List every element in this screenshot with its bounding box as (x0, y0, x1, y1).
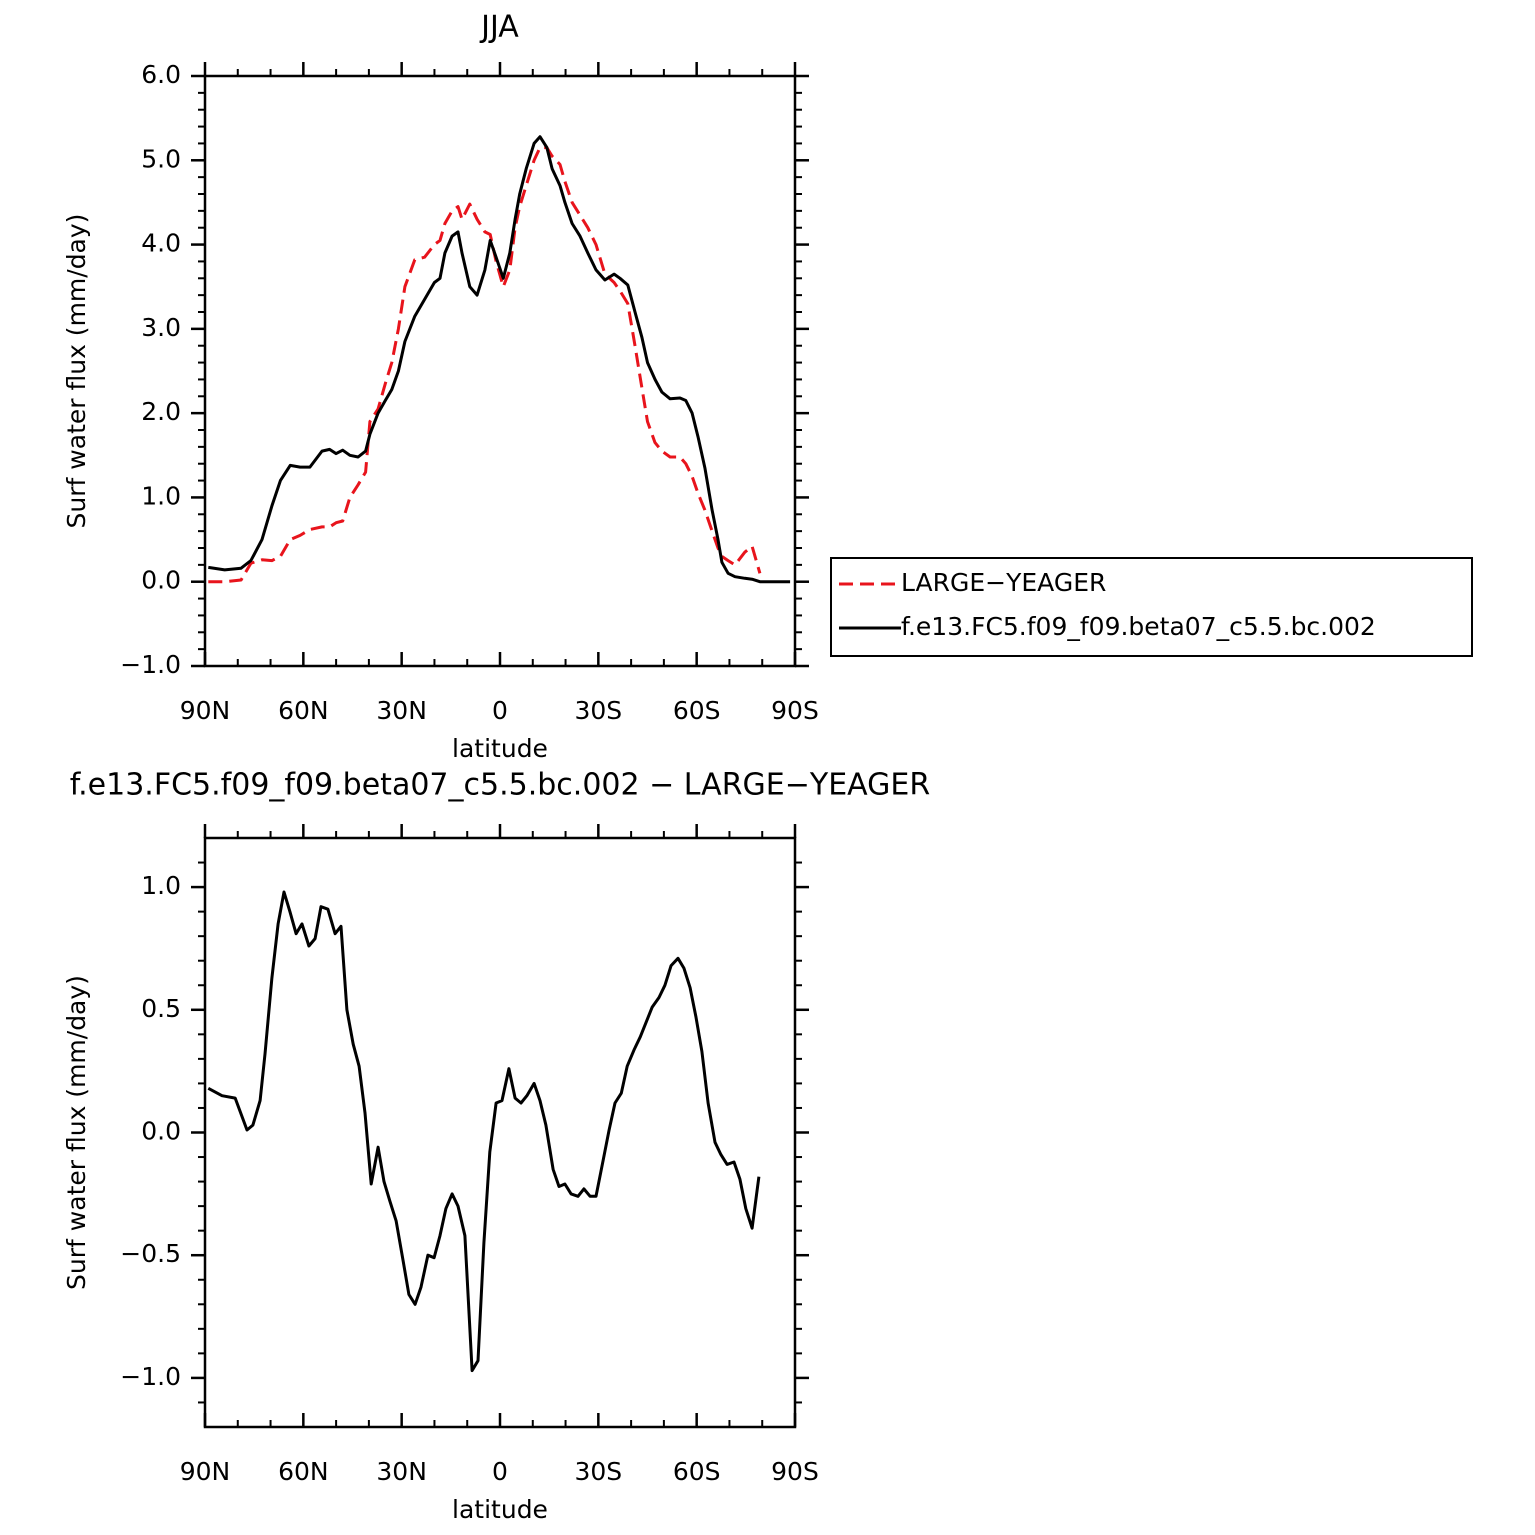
y-tick-label: 2.0 (141, 397, 181, 426)
x-tick-label: 30S (574, 696, 622, 725)
x-tick-label: 60S (673, 1457, 721, 1486)
chart-title: JJA (479, 10, 519, 45)
x-tick-label: 0 (492, 1457, 508, 1486)
y-axis-label: Surf water flux (mm/day) (62, 975, 91, 1290)
x-tick-label: 60S (673, 696, 721, 725)
x-tick-label: 90S (771, 1457, 819, 1486)
x-tick-label: 30S (574, 1457, 622, 1486)
y-tick-label: 0.0 (141, 1117, 181, 1146)
y-tick-label: 1.0 (141, 871, 181, 900)
legend-label: LARGE−YEAGER (901, 568, 1106, 597)
x-tick-label: 60N (278, 1457, 329, 1486)
y-tick-label: 0.5 (141, 994, 181, 1023)
y-tick-label: −1.0 (120, 1362, 181, 1391)
data-line (208, 135, 791, 584)
y-axis-label: Surf water flux (mm/day) (62, 214, 91, 529)
y-tick-label: 6.0 (141, 60, 181, 89)
x-tick-label: 0 (492, 696, 508, 725)
x-tick-label: 90S (771, 696, 819, 725)
x-axis-label: latitude (452, 1495, 548, 1524)
data-line (207, 890, 761, 1373)
legend-label: f.e13.FC5.f09_f09.beta07_c5.5.bc.002 (901, 612, 1376, 641)
y-tick-label: 5.0 (141, 144, 181, 173)
y-tick-label: 0.0 (141, 566, 181, 595)
chart-title: f.e13.FC5.f09_f09.beta07_c5.5.bc.002 − L… (70, 768, 930, 803)
x-tick-label: 60N (278, 696, 329, 725)
y-tick-label: −1.0 (120, 650, 181, 679)
y-tick-label: 4.0 (141, 229, 181, 258)
x-tick-label: 30N (376, 696, 427, 725)
y-tick-label: 1.0 (141, 481, 181, 510)
x-tick-label: 90N (180, 696, 231, 725)
y-tick-label: −0.5 (120, 1239, 181, 1268)
y-tick-label: 3.0 (141, 313, 181, 342)
x-tick-label: 90N (180, 1457, 231, 1486)
data-line (208, 146, 762, 584)
legend-box (830, 557, 1473, 657)
x-axis-label: latitude (452, 734, 548, 763)
x-tick-label: 30N (376, 1457, 427, 1486)
plot-frame (203, 74, 797, 668)
